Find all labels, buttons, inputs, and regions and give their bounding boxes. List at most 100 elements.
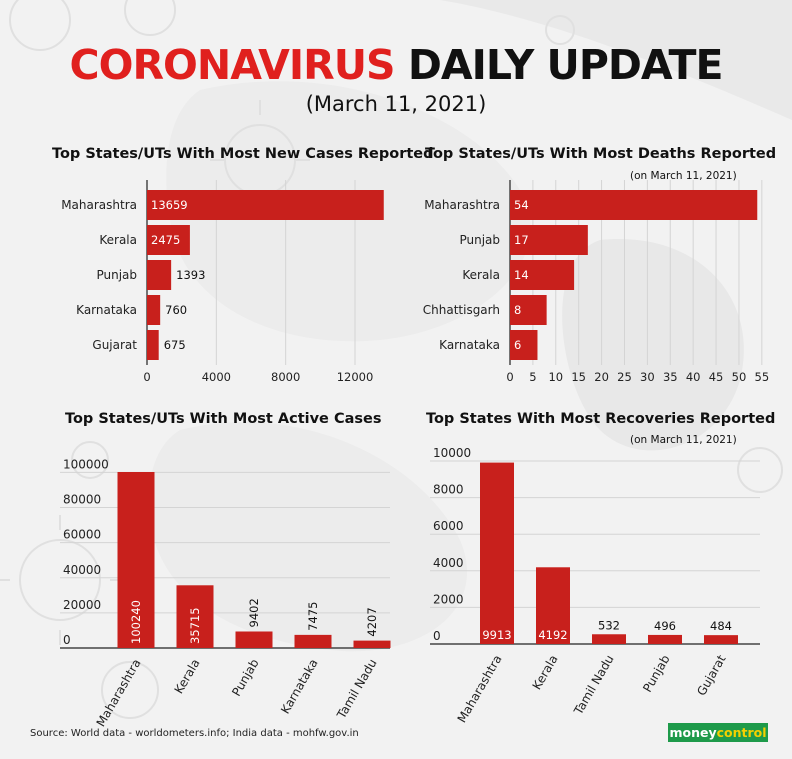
- new-cases-bar: [147, 260, 172, 290]
- active-bar: [353, 640, 391, 648]
- recoveries-tick-label: 10000: [433, 446, 471, 460]
- new-cases-category-label: Punjab: [96, 268, 137, 282]
- deaths-tick-label: 30: [640, 370, 655, 384]
- recoveries-category-label: Punjab: [640, 653, 672, 695]
- active-category-label: Punjab: [229, 657, 261, 699]
- active-tick-label: 40000: [63, 563, 101, 577]
- active-tick-label: 100000: [63, 457, 109, 471]
- deaths-bar: [510, 330, 538, 360]
- deaths-tick-label: 40: [686, 370, 701, 384]
- recoveries-data-label: 532: [598, 618, 620, 632]
- deaths-chart-title: Top States/UTs With Most Deaths Reported: [425, 146, 777, 162]
- title-red-part: CORONAVIRUS: [69, 41, 396, 89]
- new-cases-category-label: Karnataka: [76, 303, 137, 317]
- new-cases-bar: [147, 225, 190, 255]
- deaths-chart-subtitle: (on March 11, 2021): [630, 170, 737, 182]
- new-cases-chart-title: Top States/UTs With Most New Cases Repor…: [52, 146, 434, 162]
- active-data-label: 9402: [247, 598, 261, 627]
- active-data-label: 7475: [306, 602, 320, 631]
- deaths-data-label: 54: [514, 198, 529, 212]
- source-note: Source: World data - worldometers.info; …: [30, 728, 359, 739]
- deaths-tick-label: 50: [732, 370, 747, 384]
- new-cases-tick-label: 4000: [202, 370, 231, 384]
- new-cases-tick-label: 12000: [337, 370, 374, 384]
- active-tick-label: 0: [63, 633, 71, 647]
- recoveries-category-label: Maharashtra: [455, 653, 505, 726]
- active-chart: 0 20000 40000 60000 80000 100000 100240 Maharas…: [60, 457, 391, 729]
- active-bar: [294, 634, 332, 648]
- active-bar: [117, 472, 155, 648]
- new-cases-category-label: Gujarat: [92, 338, 137, 352]
- new-cases-bar: [147, 330, 159, 360]
- deaths-data-label: 8: [514, 303, 521, 317]
- recoveries-bar: [536, 567, 570, 644]
- recoveries-tick-label: 6000: [433, 519, 464, 533]
- active-category-label: Karnataka: [278, 657, 321, 717]
- deaths-category-label: Kerala: [462, 268, 500, 282]
- new-cases-data-label: 2475: [151, 233, 180, 247]
- title-black-part: DAILY UPDATE: [407, 41, 724, 89]
- new-cases-data-label: 675: [164, 338, 186, 352]
- active-tick-label: 20000: [63, 598, 101, 612]
- deaths-tick-label: 5: [529, 370, 536, 384]
- new-cases-tick-label: 0: [143, 370, 150, 384]
- deaths-bar: [510, 295, 547, 325]
- recoveries-bar: [648, 634, 682, 644]
- active-bar: [235, 631, 273, 648]
- active-data-label: 4207: [365, 607, 379, 636]
- new-cases-category-label: Kerala: [99, 233, 137, 247]
- deaths-category-label: Chhattisgarh: [423, 303, 500, 317]
- deaths-tick-label: 10: [548, 370, 563, 384]
- deaths-chart: 0 5 10 15 20 25 30 35 40 45 50 55 Maharashtra 54 Punja…: [423, 180, 770, 384]
- page-title: CORONAVIRUS DAILY UPDATE: [0, 40, 792, 90]
- active-chart-title: Top States/UTs With Most Active Cases: [65, 411, 382, 427]
- active-tick-label: 60000: [63, 528, 101, 542]
- page-date: (March 11, 2021): [305, 92, 487, 116]
- active-category-label: Maharashtra: [94, 657, 144, 730]
- deaths-data-label: 6: [514, 338, 521, 352]
- deaths-bar: [510, 260, 575, 290]
- recoveries-chart-title: Top States With Most Recoveries Reported: [426, 411, 776, 427]
- deaths-bar: [510, 190, 758, 220]
- recoveries-tick-label: 4000: [433, 556, 464, 570]
- deaths-tick-label: 15: [571, 370, 586, 384]
- deaths-tick-label: 45: [709, 370, 724, 384]
- recoveries-data-label: 4192: [538, 628, 567, 642]
- new-cases-data-label: 760: [165, 303, 187, 317]
- recoveries-data-label: 484: [710, 619, 732, 633]
- deaths-tick-label: 55: [755, 370, 770, 384]
- recoveries-chart: 0 2000 4000 6000 8000 10000 9913 Maharashtra 419…: [430, 446, 760, 725]
- recoveries-chart-subtitle: (on March 11, 2021): [630, 434, 737, 446]
- active-category-label: Kerala: [172, 657, 203, 697]
- new-cases-tick-label: 8000: [271, 370, 300, 384]
- deaths-tick-label: 25: [617, 370, 632, 384]
- recoveries-tick-label: 8000: [433, 483, 464, 497]
- new-cases-category-label: Maharashtra: [61, 198, 137, 212]
- active-category-label: Tamil Nadu: [334, 657, 380, 722]
- logo-part-money: money: [669, 725, 717, 740]
- deaths-category-label: Punjab: [459, 233, 500, 247]
- deaths-data-label: 14: [514, 268, 529, 282]
- recoveries-tick-label: 2000: [433, 592, 464, 606]
- recoveries-data-label: 496: [654, 619, 676, 633]
- new-cases-bar: [147, 295, 161, 325]
- logo-part-control: control: [716, 725, 767, 740]
- active-data-label: 100240: [129, 600, 143, 644]
- new-cases-data-label: 1393: [176, 268, 205, 282]
- deaths-tick-label: 0: [506, 370, 513, 384]
- deaths-category-label: Karnataka: [439, 338, 500, 352]
- deaths-tick-label: 35: [663, 370, 678, 384]
- recoveries-bar: [592, 634, 626, 644]
- new-cases-bar: [147, 190, 384, 220]
- recoveries-bar: [480, 462, 514, 644]
- header: CORONAVIRUS DAILY UPDATE (March 11, 2021…: [0, 40, 792, 116]
- new-cases-chart: 0 4000 8000 12000 Maharashtra 13659 Kerala 2475…: [61, 180, 384, 384]
- active-bar: [176, 585, 214, 648]
- moneycontrol-logo: moneycontrol: [668, 723, 768, 742]
- deaths-data-label: 17: [514, 233, 529, 247]
- deaths-bar: [510, 225, 588, 255]
- recoveries-category-label: Kerala: [530, 653, 561, 693]
- recoveries-bar: [704, 635, 738, 644]
- recoveries-tick-label: 0: [433, 629, 441, 643]
- active-tick-label: 80000: [63, 493, 101, 507]
